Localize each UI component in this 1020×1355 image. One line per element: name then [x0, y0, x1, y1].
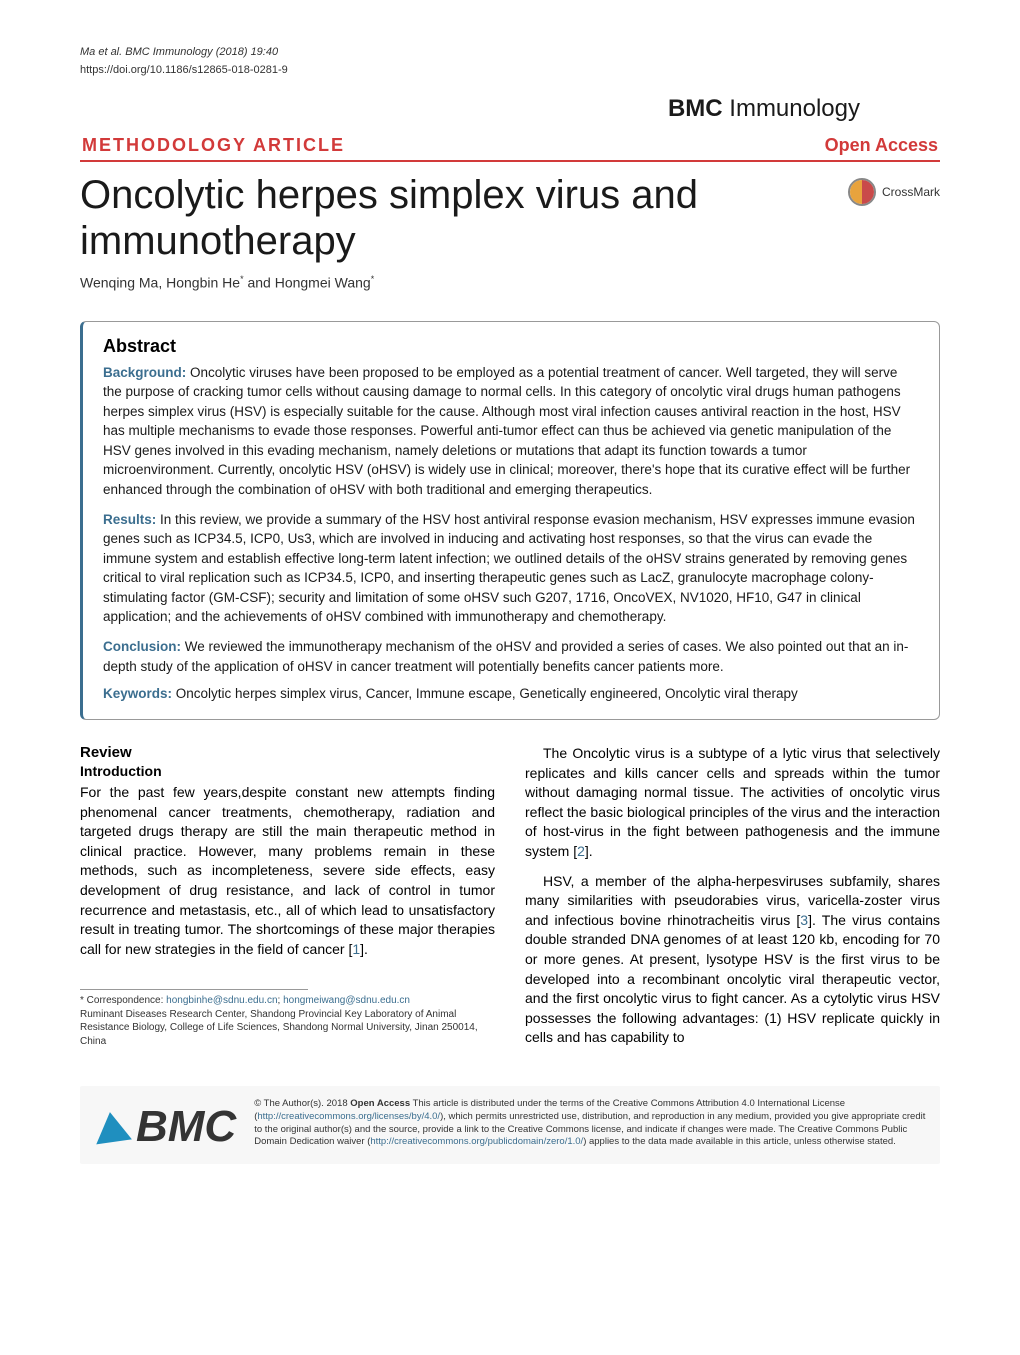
correspondence-label: * Correspondence: [80, 995, 166, 1006]
red-rule [80, 160, 940, 162]
keywords-label: Keywords: [103, 686, 172, 701]
doi-line: https://doi.org/10.1186/s12865-018-0281-… [80, 64, 940, 76]
journal-logo: BMC Immunology [668, 95, 860, 123]
intro-paragraph: For the past few years,despite constant … [80, 783, 495, 959]
bmc-text: BMC [136, 1102, 236, 1152]
citation-line: Ma et al. BMC Immunology (2018) 19:40 [80, 45, 940, 60]
intro-heading: Introduction [80, 763, 495, 779]
abstract-keywords: Keywords: Oncolytic herpes simplex virus… [103, 686, 919, 701]
abstract-box: Abstract Background: Oncolytic viruses h… [80, 321, 940, 720]
right-p2-b: ]. The virus contains double stranded DN… [525, 912, 940, 1046]
right-column: The Oncolytic virus is a subtype of a ly… [525, 744, 940, 1058]
oncolytic-paragraph: The Oncolytic virus is a subtype of a ly… [525, 744, 940, 862]
article-type-bar: METHODOLOGY ARTICLE Open Access [80, 135, 940, 158]
bmc-logo: BMC [94, 1098, 236, 1152]
right-p1-a: The Oncolytic virus is a subtype of a ly… [525, 745, 940, 859]
bmc-triangle-icon [92, 1110, 132, 1145]
crossmark-badge[interactable]: CrossMark [848, 178, 940, 206]
conclusion-text: We reviewed the immunotherapy mechanism … [103, 639, 908, 674]
correspondence-footnote: * Correspondence: hongbinhe@sdnu.edu.cn;… [80, 994, 495, 1048]
left-column: Review Introduction For the past few yea… [80, 744, 495, 1058]
ref-3[interactable]: 3 [800, 912, 808, 928]
intro-text: For the past few years,despite constant … [80, 784, 495, 957]
abstract-conclusion: Conclusion: We reviewed the immunotherap… [103, 637, 919, 676]
license-open-access: Open Access [350, 1098, 410, 1109]
title-row: Oncolytic herpes simplex virus and immun… [80, 172, 940, 264]
body-columns: Review Introduction For the past few yea… [80, 744, 940, 1058]
abstract-results: Results: In this review, we provide a su… [103, 510, 919, 627]
keywords-text: Oncolytic herpes simplex virus, Cancer, … [172, 686, 798, 701]
journal-name: Immunology [723, 95, 860, 122]
abstract-background: Background: Oncolytic viruses have been … [103, 363, 919, 500]
background-text: Oncolytic viruses have been proposed to … [103, 365, 910, 497]
abstract-heading: Abstract [103, 336, 919, 357]
article-type: METHODOLOGY ARTICLE [82, 135, 345, 156]
footnote-rule [80, 989, 308, 990]
license-d: ) applies to the data made available in … [583, 1136, 896, 1147]
hsv-paragraph: HSV, a member of the alpha-herpesviruses… [525, 872, 940, 1048]
header-row: Ma et al. BMC Immunology (2018) 19:40 ht… [80, 45, 940, 105]
conclusion-label: Conclusion: [103, 639, 181, 654]
results-text: In this review, we provide a summary of … [103, 512, 915, 625]
license-link-1[interactable]: http://creativecommons.org/licenses/by/4… [257, 1111, 440, 1122]
ref-2[interactable]: 2 [577, 843, 585, 859]
journal-prefix: BMC [668, 95, 723, 122]
crossmark-icon [848, 178, 876, 206]
correspondence-email-1[interactable]: hongbinhe@sdnu.edu.cn [166, 995, 277, 1006]
crossmark-label: CrossMark [882, 185, 940, 199]
background-label: Background: [103, 365, 186, 380]
right-p1-b: ]. [585, 843, 593, 859]
intro-text-end: ]. [360, 941, 368, 957]
license-text: © The Author(s). 2018 Open Access This a… [254, 1098, 926, 1149]
open-access-label: Open Access [825, 135, 938, 156]
license-a: © The Author(s). 2018 [254, 1098, 350, 1109]
ref-1[interactable]: 1 [352, 941, 360, 957]
license-bar: BMC © The Author(s). 2018 Open Access Th… [80, 1086, 940, 1164]
affiliation-text: Ruminant Diseases Research Center, Shand… [80, 1008, 495, 1049]
authors-line: Wenqing Ma, Hongbin He* and Hongmei Wang… [80, 274, 940, 291]
review-heading: Review [80, 744, 495, 761]
article-title: Oncolytic herpes simplex virus and immun… [80, 172, 848, 264]
correspondence-email-2[interactable]: hongmeiwang@sdnu.edu.cn [283, 995, 410, 1006]
results-label: Results: [103, 512, 156, 527]
license-link-2[interactable]: http://creativecommons.org/publicdomain/… [370, 1136, 583, 1147]
